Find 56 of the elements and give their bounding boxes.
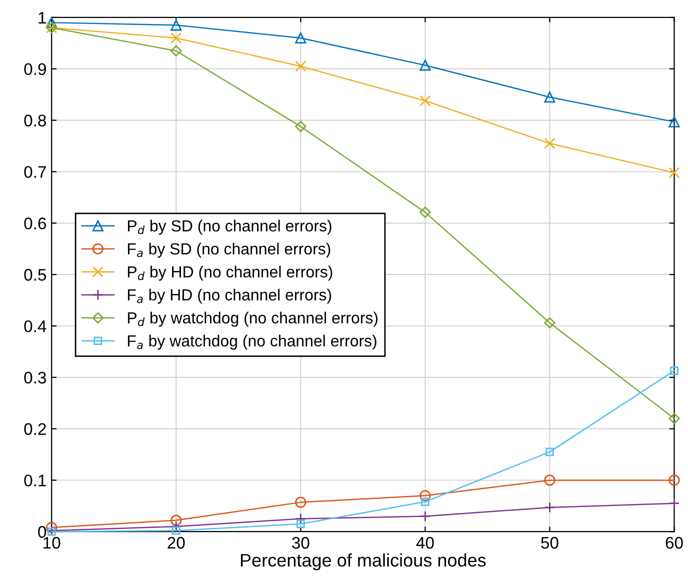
point bbox=[668, 116, 680, 128]
point bbox=[46, 17, 58, 28]
point bbox=[296, 520, 305, 528]
y-tick-label: 0.9 bbox=[24, 63, 46, 76]
point bbox=[420, 95, 431, 106]
x-tick-label: 40 bbox=[416, 536, 434, 549]
point bbox=[420, 490, 431, 502]
x-tick-label: 30 bbox=[292, 536, 310, 549]
point bbox=[544, 138, 556, 149]
legend-label: P$_{d}$ by watchdog (no channel errors) bbox=[128, 312, 378, 327]
point bbox=[420, 510, 431, 522]
point bbox=[170, 520, 182, 532]
point bbox=[46, 522, 58, 534]
x-axis-title: Percentage of malicious nodes bbox=[240, 553, 486, 570]
x-tick-label: 10 bbox=[44, 536, 60, 549]
point bbox=[544, 474, 556, 486]
legend-label: P$_{d}$ by HD (no channel errors) bbox=[128, 266, 332, 281]
y-tick-label: 0.2 bbox=[24, 423, 46, 435]
point bbox=[544, 92, 556, 103]
y-tick-label: 0.5 bbox=[24, 268, 46, 281]
x-tick-label: 60 bbox=[666, 536, 683, 549]
point bbox=[170, 514, 182, 526]
point bbox=[170, 45, 182, 56]
point bbox=[295, 32, 306, 44]
y-tick-label: 0.6 bbox=[24, 218, 46, 230]
point bbox=[668, 474, 680, 486]
legend-label: P$_{d}$ by SD (no channel errors) bbox=[128, 220, 332, 235]
point bbox=[295, 60, 306, 72]
y-tick-label: 0.8 bbox=[24, 114, 46, 126]
y-tick-label: 0.4 bbox=[24, 320, 46, 332]
x-tick-label: 50 bbox=[541, 536, 558, 549]
point bbox=[420, 206, 431, 218]
y-tick-label: 0.1 bbox=[24, 474, 46, 486]
legend-label: F$_{a}$ by HD (no channel errors) bbox=[128, 288, 332, 304]
point bbox=[421, 498, 430, 506]
point bbox=[546, 448, 554, 456]
legend-label: F$_{a}$ by watchdog (no channel errors) bbox=[128, 334, 376, 350]
point bbox=[170, 20, 182, 31]
point bbox=[295, 513, 306, 524]
y-tick-label: 0.3 bbox=[24, 372, 46, 384]
point bbox=[670, 366, 678, 375]
y-tick-label: 1 bbox=[38, 12, 46, 24]
y-tick-label: 0.7 bbox=[24, 166, 46, 178]
point bbox=[295, 120, 306, 132]
point bbox=[668, 498, 680, 509]
point bbox=[544, 317, 556, 328]
point bbox=[295, 496, 306, 508]
point bbox=[668, 412, 680, 424]
point bbox=[668, 167, 680, 178]
point bbox=[544, 502, 556, 514]
point bbox=[420, 60, 431, 71]
point bbox=[172, 526, 180, 535]
y-tick-label: 0 bbox=[38, 526, 46, 538]
x-tick-label: 20 bbox=[168, 536, 185, 549]
point bbox=[170, 32, 182, 44]
legend-label: F$_{a}$ by SD (no channel errors) bbox=[128, 242, 330, 258]
